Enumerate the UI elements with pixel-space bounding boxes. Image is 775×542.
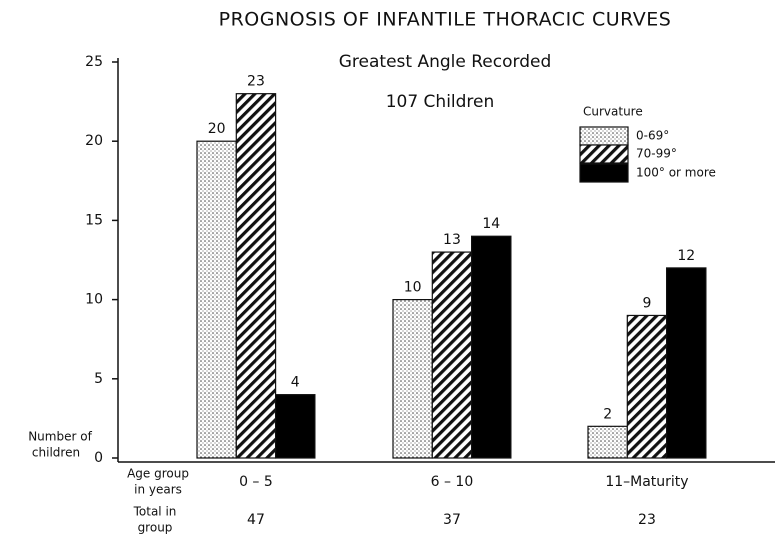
row-label: group (138, 521, 173, 535)
bar (392, 299, 433, 459)
chart-title: PROGNOSIS OF INFANTILE THORACIC CURVES (219, 9, 672, 31)
bar (275, 394, 316, 459)
y-tick-label: 0 (94, 450, 103, 466)
bar (626, 314, 668, 459)
data-label: 10 (404, 280, 422, 296)
legend-label: 70-99° (636, 147, 677, 161)
data-label: 9 (642, 295, 651, 311)
x-tick-label: 11–Maturity (605, 474, 688, 490)
data-label: 13 (443, 232, 461, 248)
bar (235, 93, 277, 459)
y-axis-label: Number of (28, 430, 92, 444)
group-total: 47 (247, 512, 265, 528)
bar (471, 235, 512, 459)
legend-label: 100° or more (636, 166, 716, 180)
legend-swatch (579, 126, 629, 146)
legend-label: 0-69° (636, 129, 669, 143)
row-label: Age group (127, 467, 189, 481)
data-label: 4 (291, 375, 300, 391)
y-tick-label: 10 (85, 292, 103, 308)
y-tick-label: 15 (85, 212, 103, 228)
legend-swatch (579, 163, 629, 183)
row-label: in years (134, 483, 182, 497)
row-label: Total in (133, 505, 177, 519)
bar (196, 140, 237, 459)
group-total: 37 (443, 512, 461, 528)
data-label: 23 (247, 74, 265, 90)
y-axis-label: children (32, 446, 80, 460)
annotation: 107 Children (386, 92, 495, 112)
y-tick-label: 25 (85, 54, 103, 70)
bar (587, 425, 628, 459)
legend-title: Curvature (583, 105, 643, 119)
chart-subtitle: Greatest Angle Recorded (339, 52, 551, 72)
data-label: 20 (208, 121, 226, 137)
x-tick-label: 6 – 10 (431, 474, 474, 490)
y-tick-label: 20 (85, 133, 103, 149)
group-total: 23 (638, 512, 656, 528)
bar (431, 251, 473, 459)
data-label: 2 (603, 406, 612, 422)
legend-swatch (579, 144, 629, 164)
y-tick-label: 5 (94, 371, 103, 387)
bar (665, 267, 707, 459)
x-tick-label: 0 – 5 (239, 474, 273, 490)
data-label: 14 (482, 216, 500, 232)
data-label: 12 (677, 248, 695, 264)
